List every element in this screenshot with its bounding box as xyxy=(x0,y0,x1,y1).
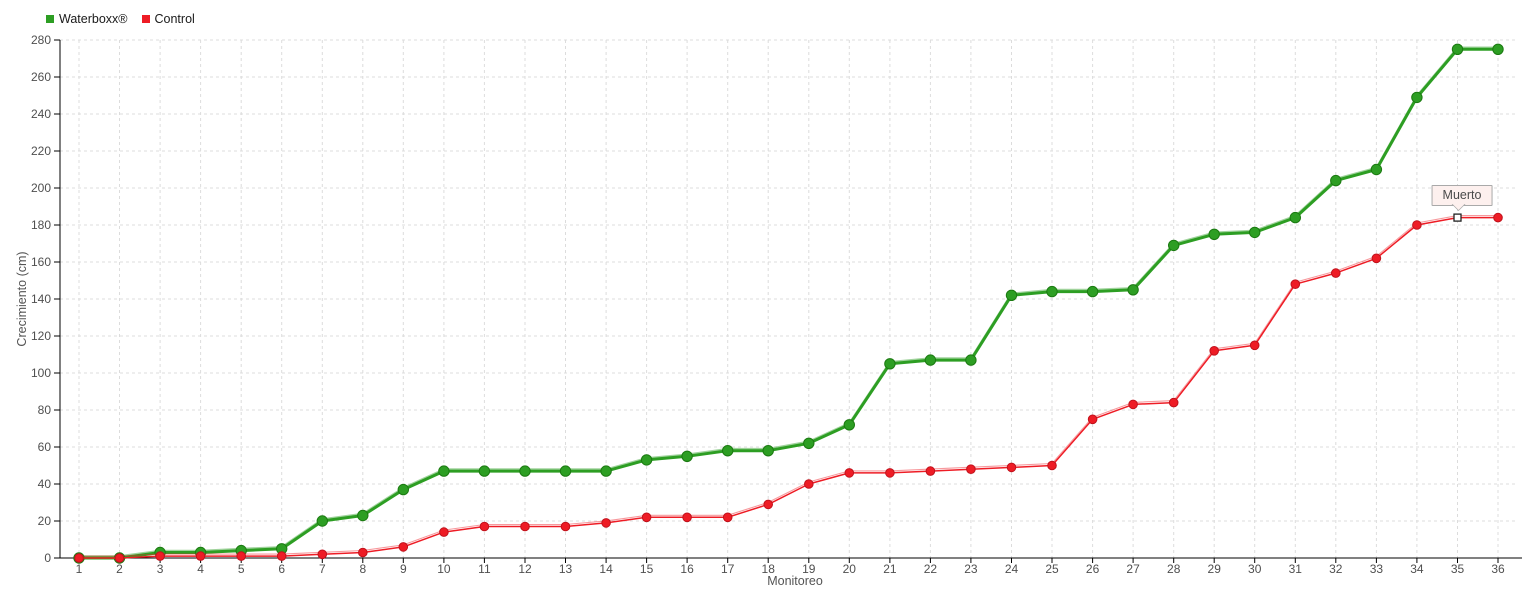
svg-text:29: 29 xyxy=(1208,562,1222,576)
svg-text:220: 220 xyxy=(31,144,51,158)
svg-text:14: 14 xyxy=(599,562,613,576)
svg-text:18: 18 xyxy=(762,562,776,576)
svg-text:17: 17 xyxy=(721,562,735,576)
svg-text:140: 140 xyxy=(31,292,51,306)
svg-text:9: 9 xyxy=(400,562,407,576)
svg-text:12: 12 xyxy=(518,562,532,576)
svg-text:120: 120 xyxy=(31,329,51,343)
x-axis-title: Monitoreo xyxy=(767,574,823,588)
svg-text:15: 15 xyxy=(640,562,654,576)
svg-text:19: 19 xyxy=(802,562,816,576)
svg-text:33: 33 xyxy=(1370,562,1384,576)
svg-text:4: 4 xyxy=(197,562,204,576)
svg-text:31: 31 xyxy=(1289,562,1303,576)
svg-text:7: 7 xyxy=(319,562,326,576)
svg-text:5: 5 xyxy=(238,562,245,576)
control-swatch-icon xyxy=(141,15,150,24)
legend-label-control: Control xyxy=(154,12,195,26)
legend-item-control[interactable]: Control xyxy=(141,12,195,26)
svg-text:260: 260 xyxy=(31,70,51,84)
svg-text:22: 22 xyxy=(924,562,938,576)
svg-text:20: 20 xyxy=(38,514,52,528)
muerto-tooltip: Muerto xyxy=(1431,185,1493,211)
waterboxx-swatch-icon xyxy=(46,15,54,24)
svg-text:36: 36 xyxy=(1491,562,1505,576)
svg-text:2: 2 xyxy=(116,562,123,576)
legend-item-waterboxx[interactable]: Waterboxx® xyxy=(46,13,128,26)
y-axis-title: Crecimiento (cm) xyxy=(15,251,29,347)
svg-text:180: 180 xyxy=(31,218,51,232)
svg-text:3: 3 xyxy=(157,562,164,576)
svg-text:0: 0 xyxy=(44,551,51,565)
muerto-tooltip-label: Muerto xyxy=(1442,188,1482,202)
svg-text:10: 10 xyxy=(437,562,451,576)
svg-text:20: 20 xyxy=(843,562,857,576)
legend: Waterboxx® Control xyxy=(46,13,195,26)
svg-text:100: 100 xyxy=(31,366,51,380)
svg-text:16: 16 xyxy=(680,562,694,576)
svg-text:25: 25 xyxy=(1045,562,1059,576)
legend-label-waterboxx: Waterboxx® xyxy=(59,12,128,26)
svg-text:11: 11 xyxy=(478,562,491,576)
svg-text:23: 23 xyxy=(964,562,978,576)
svg-text:27: 27 xyxy=(1126,562,1140,576)
svg-text:8: 8 xyxy=(359,562,366,576)
svg-text:21: 21 xyxy=(883,562,897,576)
svg-text:160: 160 xyxy=(31,255,51,269)
svg-text:6: 6 xyxy=(278,562,285,576)
svg-text:30: 30 xyxy=(1248,562,1262,576)
svg-text:26: 26 xyxy=(1086,562,1100,576)
svg-text:34: 34 xyxy=(1410,562,1424,576)
svg-text:28: 28 xyxy=(1167,562,1181,576)
svg-text:280: 280 xyxy=(31,33,51,47)
svg-text:40: 40 xyxy=(38,477,52,491)
svg-text:1: 1 xyxy=(76,562,83,576)
svg-text:200: 200 xyxy=(31,181,51,195)
svg-text:13: 13 xyxy=(559,562,573,576)
svg-text:80: 80 xyxy=(38,403,52,417)
svg-text:60: 60 xyxy=(38,440,52,454)
svg-text:240: 240 xyxy=(31,107,51,121)
svg-text:32: 32 xyxy=(1329,562,1343,576)
svg-text:35: 35 xyxy=(1451,562,1465,576)
svg-text:24: 24 xyxy=(1005,562,1019,576)
